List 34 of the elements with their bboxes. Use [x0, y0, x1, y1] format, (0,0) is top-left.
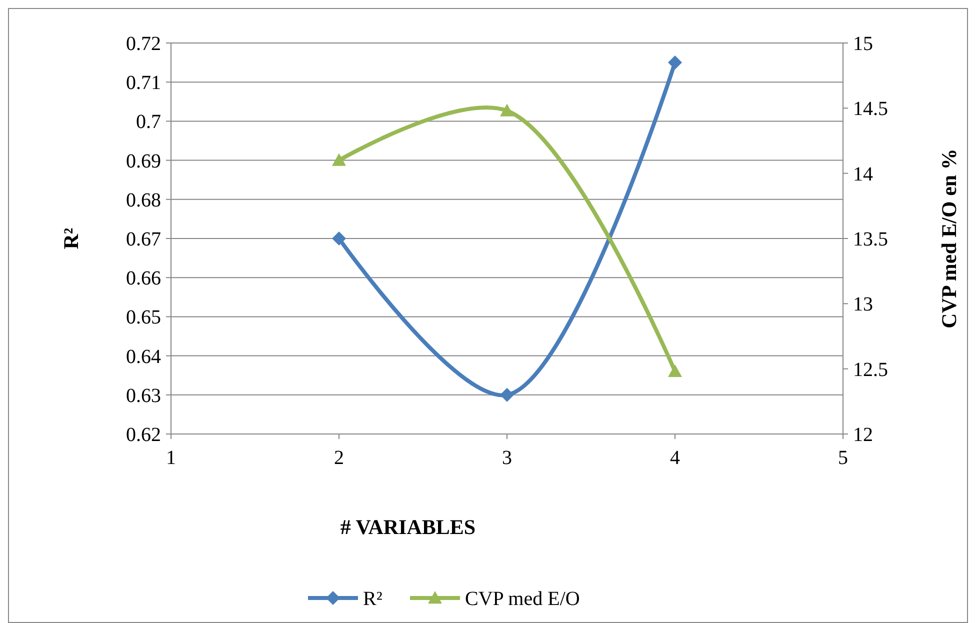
y2-tick-label: 13 [853, 294, 873, 316]
y2-tick-label: 13.5 [853, 228, 888, 250]
y-tick-label: 0.69 [126, 150, 161, 172]
point [500, 388, 514, 402]
y-tick-label: 0.64 [126, 346, 161, 368]
x-axis-title: # VARIABLES [340, 515, 476, 539]
point [668, 56, 682, 70]
point [500, 104, 514, 116]
x-tick-label: 3 [502, 447, 512, 469]
y2-tick-label: 12.5 [853, 358, 888, 381]
point [332, 153, 346, 166]
point [668, 364, 682, 378]
y-tick-label: 0.67 [126, 228, 161, 250]
y-tick-label: 0.71 [126, 72, 161, 94]
y-axis-title: R² [59, 228, 83, 250]
legend-label: R² [363, 588, 382, 610]
point [332, 232, 346, 246]
x-tick-label: 2 [334, 447, 344, 469]
y2-axis-title: CVP med E/O en % [937, 148, 961, 328]
y-tick-label: 0.7 [136, 111, 161, 134]
x-tick-label: 5 [838, 447, 848, 469]
y-tick-label: 0.65 [126, 306, 161, 329]
y2-tick-label: 12 [853, 424, 873, 446]
y-tick-label: 0.68 [126, 189, 161, 212]
y2-tick-label: 14 [853, 163, 873, 186]
y2-tick-label: 14.5 [853, 98, 888, 120]
y2-tick-label: 15 [853, 33, 873, 55]
y-tick-label: 0.63 [126, 384, 161, 407]
legend-label: CVP med E/O [465, 588, 580, 610]
y-tick-label: 0.62 [126, 424, 161, 446]
x-tick-label: 1 [166, 447, 176, 469]
y-tick-label: 0.66 [126, 268, 161, 290]
y-tick-label: 0.72 [126, 33, 161, 55]
x-tick-label: 4 [670, 447, 680, 469]
